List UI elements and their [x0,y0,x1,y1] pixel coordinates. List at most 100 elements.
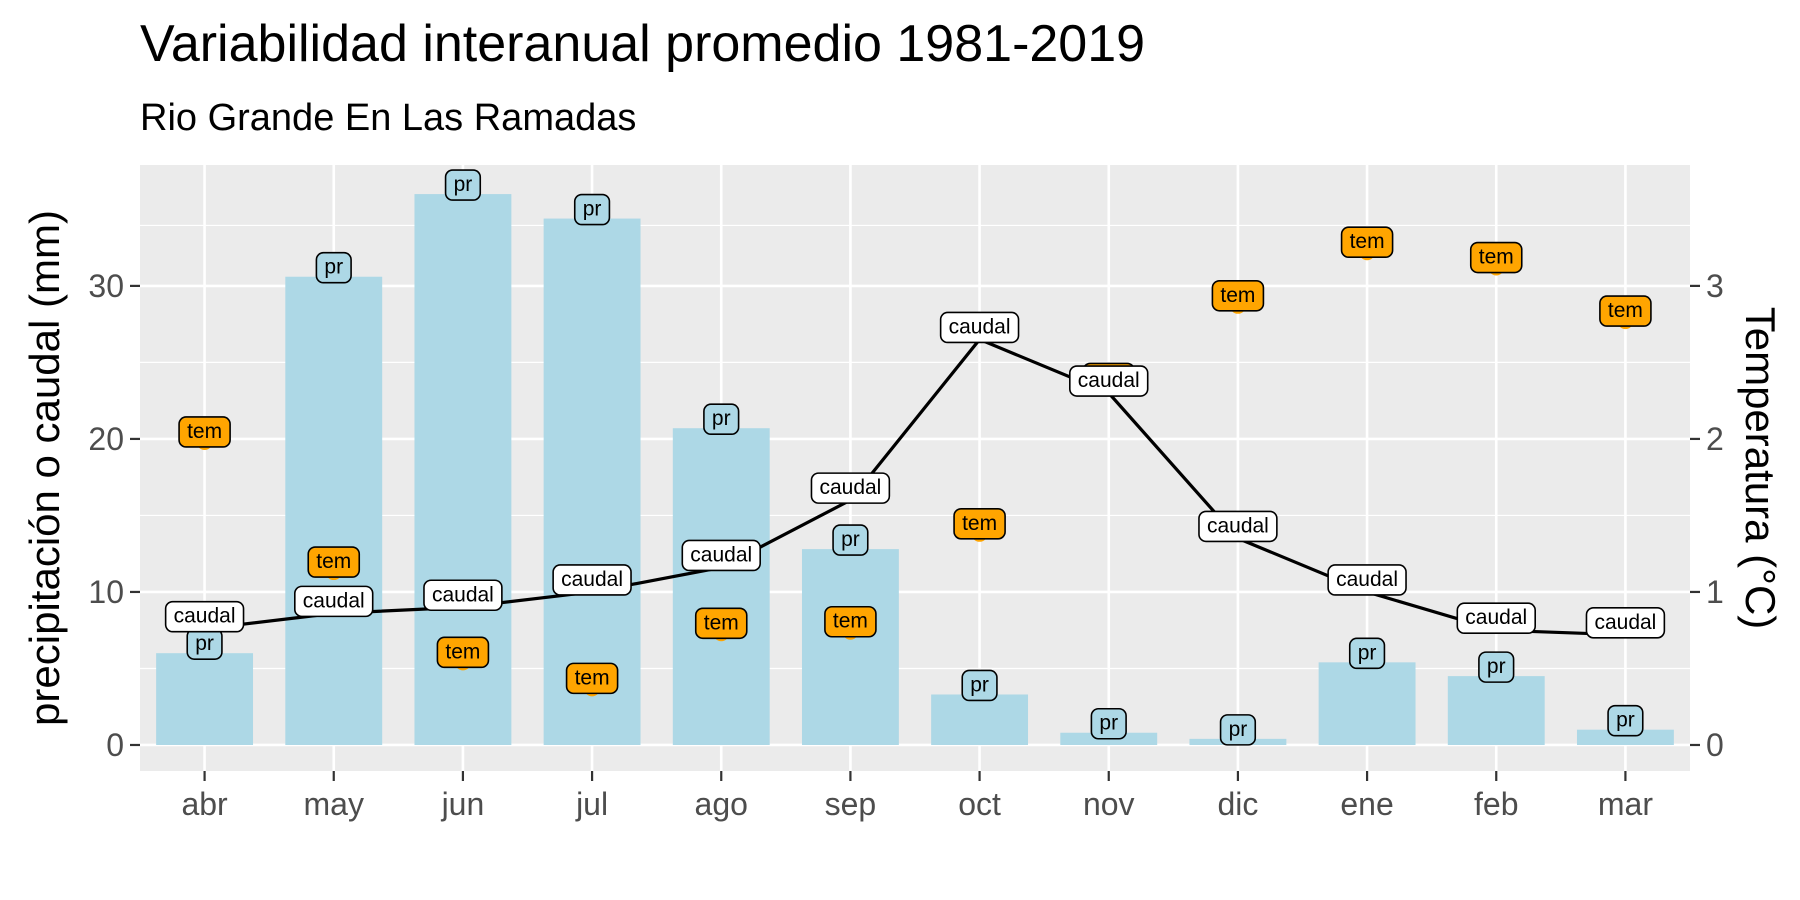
label-tem: tem [307,546,361,578]
label-pr-text: pr [1229,718,1248,741]
label-caudal-text: caudal [303,589,365,612]
label-caudal: caudal [1069,365,1149,397]
label-tem: tem [1469,241,1523,274]
label-pr-text: pr [1099,712,1118,735]
x-tick-label: ago [695,786,748,822]
x-tick-label: nov [1083,786,1135,822]
precip-bars [156,194,1674,745]
label-caudal: caudal [1198,510,1278,543]
label-tem-text: tem [1220,284,1255,307]
x-tick-label: jul [575,786,608,822]
label-caudal-text: caudal [949,315,1011,338]
bar-pr [543,218,641,745]
label-pr-text: pr [1358,641,1377,664]
y2-tick-label: 2 [1706,421,1724,457]
label-pr-text: pr [324,256,343,279]
y2-tick-label: 0 [1706,727,1724,763]
label-caudal: caudal [423,579,503,612]
bar-pr [1576,729,1674,745]
label-pr-box [1478,651,1515,683]
x-tick-label: oct [958,786,1001,822]
x-tick-label: ene [1340,786,1393,822]
axes: 0 10 20 30 0 1 2 3 abr may jun jul ago sep oct nov dic en… [88,268,1723,822]
label-tem-text: tem [316,550,351,573]
y-tick-label: 20 [88,421,124,457]
label-tem-text: tem [575,666,610,689]
label-caudal-box [1069,365,1149,397]
label-tem: tem [436,636,490,669]
label-tem-box [1599,295,1652,327]
label-caudal-box [1456,602,1536,635]
plot-panel [140,165,1690,771]
label-caudal-text: caudal [690,543,752,566]
label-pr-text: pr [195,632,214,655]
label-tem-box [694,607,748,640]
label-pr: pr [1219,714,1257,746]
chart-subtitle: Rio Grande En Las Ramadas [140,97,636,139]
label-caudal: caudal [1456,602,1536,635]
label-tem-text: tem [1350,230,1385,253]
label-pr-text: pr [970,673,989,696]
label-tem-text: tem [187,420,222,443]
x-tick-label: mar [1598,786,1653,822]
label-caudal-text: caudal [174,605,236,628]
y-tick-label: 0 [106,727,124,763]
label-pr-box [1607,704,1644,737]
y2-tick-label: 3 [1706,268,1724,304]
label-caudal: caudal [810,472,891,504]
label-caudal-text: caudal [561,568,623,591]
label-pr: pr [186,628,223,660]
bar-pr [1318,662,1416,745]
label-caudal: caudal [681,539,761,572]
label-caudal-box [423,579,503,612]
label-tem: tem [565,662,619,695]
label-pr-box [832,524,869,556]
label-pr-box [1348,637,1386,670]
label-pr-box [315,251,352,284]
label-pr: pr [1090,707,1127,740]
label-tem: tem [178,416,231,448]
bar-pr [156,653,254,745]
bar-pr [931,694,1029,745]
label-caudal: caudal [1327,564,1407,596]
label-caudal: caudal [294,585,374,618]
label-tem-text: tem [704,611,739,634]
label-pr: pr [832,524,869,556]
label-caudal-box [1198,510,1278,543]
label-caudal: caudal [1585,607,1666,639]
label-tem: tem [1599,295,1652,327]
y2-tick-label: 1 [1706,574,1724,610]
label-pr: pr [444,169,482,201]
label-caudal-text: caudal [819,476,881,499]
label-tem: tem [824,605,877,638]
label-tem-box [1340,226,1394,259]
label-caudal-text: caudal [1594,611,1656,634]
bar-pr [672,428,770,745]
label-tem-box [565,662,619,695]
x-tick-label: sep [825,786,877,822]
label-caudal-box [552,564,632,596]
label-tem-box [824,605,877,638]
bar-pr [801,549,899,745]
label-caudal-text: caudal [1207,514,1269,537]
label-caudal-box [1585,607,1666,639]
label-tem: tem [1211,279,1265,312]
label-caudal: caudal [939,311,1020,344]
label-tem-text: tem [1479,246,1514,269]
label-pr: pr [1478,651,1515,683]
y-tick-label: 30 [88,268,124,304]
label-caudal-text: caudal [432,583,494,606]
bar-pr [1447,676,1545,745]
label-pr-box [573,193,611,226]
point-labels: pr pr pr pr pr pr pr pr pr pr pr pr tem tem tem tem tem t… [164,169,1666,746]
label-tem-box [436,636,490,669]
label-pr: pr [573,193,611,226]
x-tick-label: dic [1217,786,1258,822]
x-tick-label: jun [441,786,485,822]
bar-pr [285,276,383,745]
label-caudal-text: caudal [1336,568,1398,591]
label-caudal: caudal [552,564,632,596]
label-caudal-box [939,311,1020,344]
chart-title: Variabilidad interanual promedio 1981-20… [140,15,1145,73]
